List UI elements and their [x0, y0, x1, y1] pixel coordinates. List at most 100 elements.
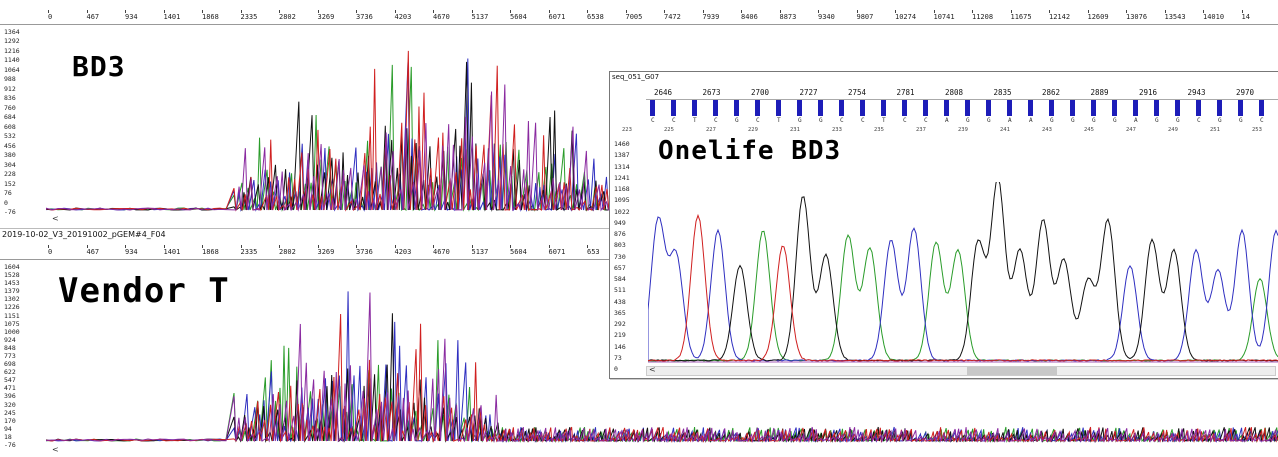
ruler-tick-label: 467: [86, 245, 100, 256]
y-axis-tick-label: 657: [614, 263, 626, 272]
y-axis-tick-label: 1000: [4, 327, 20, 336]
inset-ruler-tick-label: 2646: [654, 88, 673, 97]
inset-ruler-tick-label: 2727: [799, 88, 818, 97]
y-axis-tick-label: -76: [4, 441, 16, 449]
y-axis-tick-label: 532: [4, 132, 16, 141]
y-axis-tick-label: 912: [4, 84, 16, 93]
base-call: C: [756, 117, 760, 124]
quality-bar: [734, 100, 739, 116]
base-call: T: [882, 117, 886, 124]
ruler-tick-label: 5604: [510, 245, 527, 256]
y-axis-tick-label: 245: [4, 408, 16, 417]
base-call: C: [903, 117, 907, 124]
inset-scroll-left-button[interactable]: <: [649, 365, 656, 374]
ruler-tick-label: 14010: [1203, 10, 1225, 21]
y-axis-tick-label: 94: [4, 424, 12, 433]
ruler-tick-label: 1868: [202, 10, 219, 21]
base-call: T: [693, 117, 697, 124]
base-call: G: [1071, 117, 1075, 124]
inset-scroll-thumb[interactable]: [967, 367, 1057, 375]
base-call: C: [861, 117, 865, 124]
ruler-tick-label: 0: [48, 10, 53, 21]
base-call: C: [672, 117, 676, 124]
top-ruler: 0 467 934 1401 1868 2335 2802 3269 3736 4203 4670 5…: [0, 10, 1278, 25]
ruler-tick-label: 3736: [356, 10, 373, 21]
quality-bar: [1007, 100, 1012, 116]
ruler-tick-label: 3269: [317, 10, 335, 21]
ruler-tick-label: 934: [125, 10, 138, 21]
bottom-y-axis: 1604 1528 1453 1379 1302 1226 1151 1075 1000 924 8…: [0, 263, 42, 449]
quality-bar: [713, 100, 718, 116]
y-axis-tick-label: 622: [4, 368, 16, 377]
base-number: 233: [832, 127, 842, 133]
quality-bar: [881, 100, 886, 116]
y-axis-tick-label: 304: [4, 160, 16, 169]
quality-bar: [1238, 100, 1243, 116]
base-call: G: [735, 117, 739, 124]
inset-horizontal-scrollbar[interactable]: <: [646, 365, 1276, 376]
y-axis-tick-label: 170: [4, 416, 16, 425]
y-axis-tick-label: 320: [4, 400, 16, 409]
ruler-tick-label: 7005: [625, 10, 643, 21]
y-axis-tick-label: 584: [614, 275, 626, 283]
base-number: 247: [1126, 127, 1136, 133]
quality-bar: [1154, 100, 1159, 116]
y-axis-tick-label: 0: [614, 365, 618, 373]
ruler-tick-label: 7472: [664, 10, 681, 21]
inset-ruler-tick-label: 2862: [1042, 88, 1061, 97]
quality-bar: [944, 100, 949, 116]
ruler-tick-label: 8873: [779, 10, 797, 21]
ruler-tick-label: 6538: [587, 10, 604, 21]
y-axis-tick-label: 1387: [614, 151, 630, 160]
inset-ruler: 2646 2673 2700 2727 2754 2781 2808 2835 2862 2889…: [646, 85, 1278, 100]
ruler-tick-label: 5604: [510, 10, 527, 21]
quality-bar: [986, 100, 991, 116]
top-scroll-left-button[interactable]: <: [52, 214, 59, 223]
y-axis-tick-label: 1604: [4, 263, 20, 271]
base-call: G: [1050, 117, 1054, 124]
bottom-scroll-left-button[interactable]: <: [52, 445, 59, 454]
base-call: G: [1113, 117, 1117, 124]
base-numbers: 223 225 227 229 231 233 235 237 239 241 243 245 247 2…: [622, 127, 1278, 136]
y-axis-tick-label: -76: [4, 208, 16, 216]
y-axis-tick-label: 1022: [614, 207, 630, 216]
y-axis-tick-label: 1226: [4, 303, 20, 312]
inset-title: seq_051_G07: [612, 73, 660, 81]
quality-bar: [1133, 100, 1138, 116]
y-axis-tick-label: 1292: [4, 37, 20, 46]
ruler-tick-label: 10741: [933, 10, 955, 21]
inset-ruler-tick-label: 2673: [702, 88, 721, 97]
quality-bar: [1196, 100, 1201, 116]
base-call: G: [1176, 117, 1180, 124]
y-axis-tick-label: 438: [614, 297, 626, 306]
y-axis-tick-label: 18: [4, 432, 12, 441]
base-call: G: [966, 117, 970, 124]
ruler-tick-label: 0: [48, 245, 53, 256]
quality-bar: [902, 100, 907, 116]
base-call: C: [924, 117, 928, 124]
y-axis-tick-label: 1528: [4, 271, 20, 280]
inset-ruler-tick-label: 2808: [945, 88, 964, 97]
y-axis-tick-label: 456: [4, 141, 16, 150]
ruler-tick-label: 1401: [163, 245, 181, 256]
y-axis-tick-label: 228: [4, 170, 16, 179]
y-axis-tick-label: 773: [4, 352, 16, 360]
y-axis-tick-label: 76: [4, 189, 12, 198]
quality-bar: [860, 100, 865, 116]
quality-bar: [671, 100, 676, 116]
ruler-tick-label: 12609: [1087, 10, 1109, 21]
y-axis-tick-label: 1095: [614, 196, 630, 205]
bd3-label: BD3: [72, 50, 126, 83]
ruler-tick-label: 14: [1241, 10, 1250, 21]
y-axis-tick-label: 1364: [4, 28, 20, 36]
ruler-tick-label: 11675: [1010, 10, 1032, 21]
quality-bar: [1028, 100, 1033, 116]
ruler-tick-label: 12142: [1049, 10, 1071, 21]
inset-ruler-tick-label: 2781: [896, 88, 915, 97]
y-axis-tick-label: 988: [4, 75, 16, 84]
inset-trace-channel: [648, 182, 1278, 362]
ruler-tick-label: 13076: [1126, 10, 1148, 21]
y-axis-tick-label: 698: [4, 360, 16, 369]
ruler-tick-label: 9807: [856, 10, 874, 21]
